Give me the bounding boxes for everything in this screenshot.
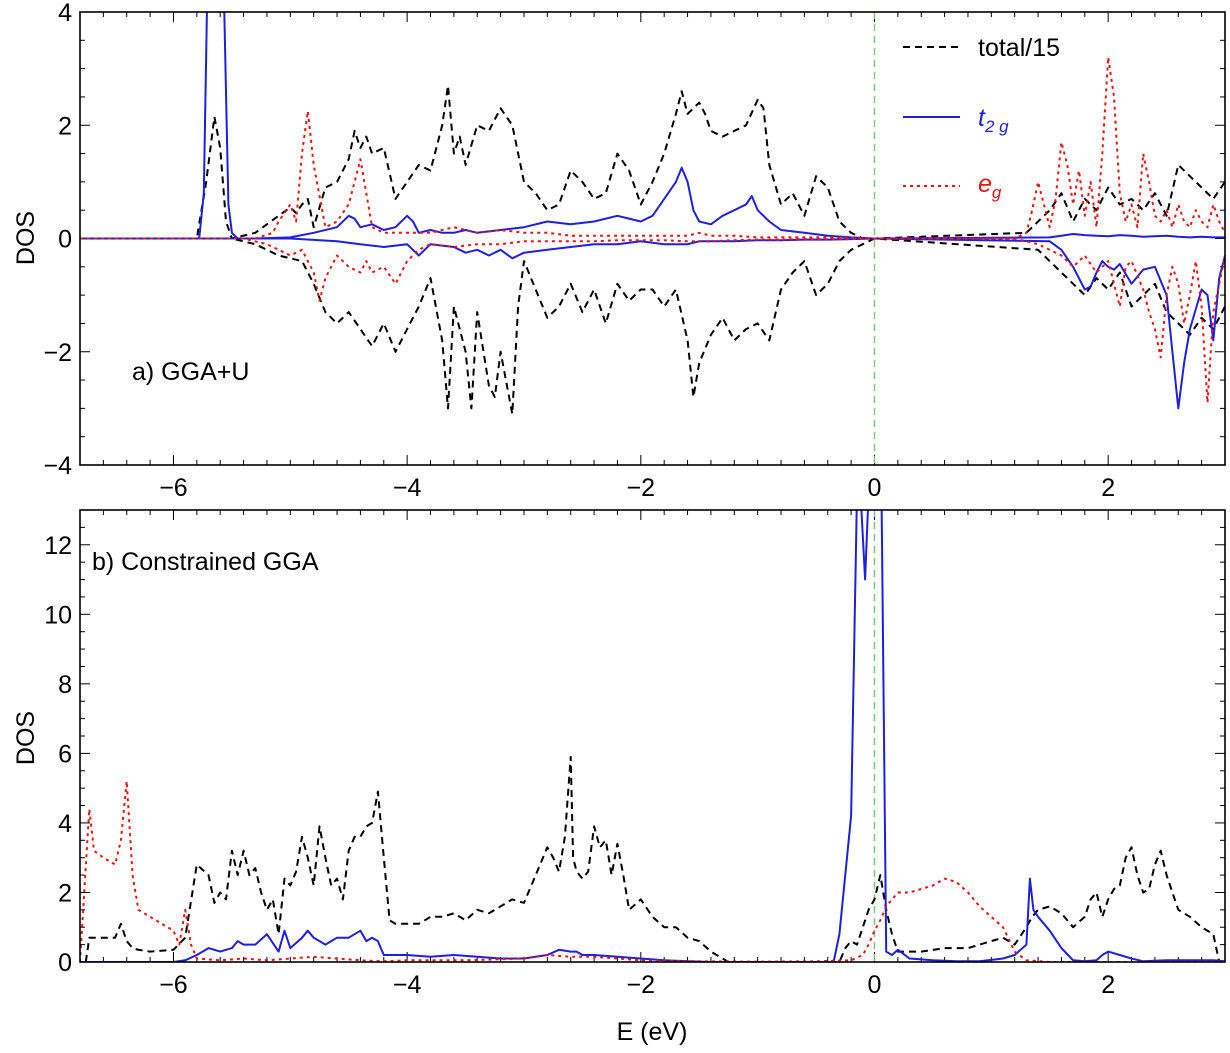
legend-eg-base: e	[978, 170, 992, 198]
panel-a-series-4-line	[80, 56, 1225, 240]
legend: total/15 t2 g eg	[903, 34, 1060, 202]
legend-t2g-label: t2 g	[978, 104, 1009, 136]
panel-b-series-0-line	[84, 755, 1221, 962]
x-tick-label: 2	[1101, 474, 1115, 502]
panel-b-ticks	[79, 509, 1226, 963]
panel-b-tick-labels: −6 −4 −2 0 2 0 2 4 6 8 10 12	[44, 532, 1115, 999]
y-tick-label: 2	[58, 879, 72, 907]
y-tick-label: 8	[58, 671, 72, 699]
panel-a-series-0-line	[80, 84, 1225, 240]
panel-b-label: b) Constrained GGA	[92, 548, 319, 576]
x-tick-label: 0	[868, 474, 882, 502]
panel-b-y-axis-title: DOS	[12, 711, 40, 765]
panel-b-frame	[79, 509, 1226, 963]
panel-a-frame	[79, 11, 1226, 466]
y-tick-label: 12	[44, 532, 72, 560]
x-tick-label: −6	[159, 474, 188, 502]
y-tick-label: −4	[43, 452, 72, 480]
x-tick-label: −4	[393, 971, 422, 999]
panel-a-series	[80, 12, 1225, 415]
panel-a-tick-labels: −6 −4 −2 0 2 −4 −2 0 2 4	[43, 0, 1115, 502]
x-tick-label: −2	[627, 971, 656, 999]
y-tick-label: 0	[58, 226, 72, 254]
panel-b-series	[80, 510, 1225, 962]
legend-eg-sub: g	[992, 183, 1002, 202]
x-tick-label: 0	[868, 971, 882, 999]
legend-eg-label: eg	[978, 170, 1002, 202]
panel-a: −6 −4 −2 0 2 −4 −2 0 2 4 DOS a) GGA+U total/15 t2…	[12, 0, 1226, 502]
panel-a-series-5-line	[80, 237, 1225, 404]
legend-t2g-base: t	[978, 104, 986, 132]
panel-b: −6 −4 −2 0 2 0 2 4 6 8 10 12 DOS b) Constrained GGA…	[12, 509, 1226, 1046]
panel-a-series-3-line	[80, 237, 1225, 410]
panel-a-y-axis-title: DOS	[12, 211, 40, 265]
y-tick-label: 6	[58, 740, 72, 768]
legend-total-label: total/15	[978, 34, 1060, 62]
legend-t2g-sub: 2 g	[984, 117, 1009, 136]
panel-b-series-2-line	[80, 780, 1225, 962]
panel-a-series-1-line	[80, 237, 1225, 415]
y-tick-label: 0	[58, 949, 72, 977]
x-axis-title: E (eV)	[617, 1018, 688, 1046]
y-tick-label: 2	[58, 112, 72, 140]
x-tick-label: 2	[1101, 971, 1115, 999]
y-tick-label: 10	[44, 601, 72, 629]
y-tick-label: 4	[58, 0, 72, 27]
x-tick-label: −6	[159, 971, 188, 999]
y-tick-label: 4	[58, 810, 72, 838]
panel-a-label: a) GGA+U	[132, 358, 249, 386]
x-tick-label: −2	[627, 474, 656, 502]
y-tick-label: −2	[43, 339, 72, 367]
x-tick-label: −4	[393, 474, 422, 502]
